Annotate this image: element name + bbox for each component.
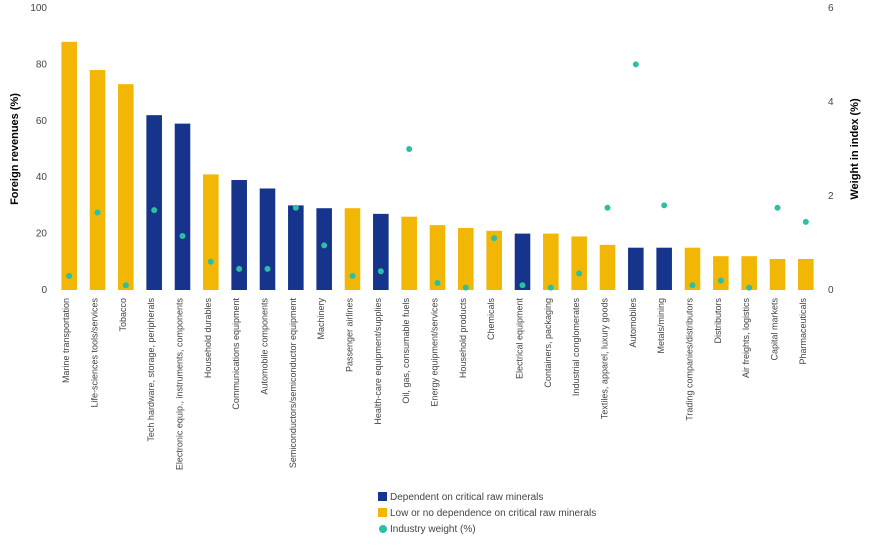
bar-low_dependence xyxy=(543,234,559,290)
legend-dot xyxy=(379,525,387,533)
y-left-tick: 20 xyxy=(36,229,48,240)
legend-swatch xyxy=(378,492,387,501)
x-category-label: Tech hardware, storage, peripherals xyxy=(146,298,156,442)
x-category-label: Electrical equipment xyxy=(515,298,525,380)
x-category-label: Textiles, apparel, luxury goods xyxy=(600,298,610,420)
y-left-tick: 40 xyxy=(36,172,48,183)
bar-dependent xyxy=(231,180,247,290)
y-left-axis-label: Foreign revenues (%) xyxy=(9,93,21,205)
x-category-label: Health-care equipment/supplies xyxy=(373,298,383,425)
weight-dot xyxy=(746,285,752,291)
bar-dependent xyxy=(628,248,644,290)
x-category-label: Communications equipment xyxy=(231,298,241,410)
bar-low_dependence xyxy=(798,259,814,290)
y-right-tick: 0 xyxy=(828,285,834,296)
y-left-tick: 80 xyxy=(36,59,48,70)
bar-low_dependence xyxy=(203,174,219,290)
weight-dot xyxy=(633,61,639,67)
weight-dot xyxy=(95,209,101,215)
x-category-label: Capital markets xyxy=(770,298,780,361)
x-category-label: Household products xyxy=(458,298,468,379)
weight-dot xyxy=(775,205,781,211)
bar-dependent xyxy=(288,205,304,290)
x-category-label: Distributors xyxy=(713,298,723,344)
weight-dot xyxy=(236,266,242,272)
x-category-label: Electronic equip., instruments, componen… xyxy=(175,298,185,471)
legend-swatch xyxy=(378,508,387,517)
x-category-label: Life-sciences tools/services xyxy=(90,298,100,408)
weight-dot xyxy=(265,266,271,272)
x-category-label: Tobacco xyxy=(118,298,128,332)
x-category-label: Containers, packaging xyxy=(543,298,553,388)
bar-low_dependence xyxy=(61,42,77,290)
y-left-tick: 60 xyxy=(36,116,48,127)
y-right-tick: 4 xyxy=(828,97,834,108)
x-category-label: Passenger airlines xyxy=(345,298,355,373)
x-category-label: Energy equipment/services xyxy=(430,298,440,407)
weight-dot xyxy=(605,205,611,211)
y-right-tick: 2 xyxy=(828,191,834,202)
bar-low_dependence xyxy=(770,259,786,290)
bar-dependent xyxy=(656,248,672,290)
legend-label: Dependent on critical raw minerals xyxy=(390,492,543,503)
bar-dependent xyxy=(146,115,162,290)
chart-container: 0 20 40 60 80 100 0 2 4 6 Foreign revenues (%) Weig… xyxy=(0,0,870,557)
chart-svg: 0 20 40 60 80 100 0 2 4 6 Foreign revenues (%) Weig… xyxy=(0,0,870,557)
bar-dependent xyxy=(175,124,191,290)
weight-dot xyxy=(66,273,72,279)
y-right-axis-label: Weight in index (%) xyxy=(849,98,861,200)
weight-dot xyxy=(435,280,441,286)
weight-dot xyxy=(690,282,696,288)
weight-dot xyxy=(123,282,129,288)
weight-dot xyxy=(803,219,809,225)
weight-dot xyxy=(491,235,497,241)
weight-dot xyxy=(378,268,384,274)
x-category-label: Pharmaceuticals xyxy=(798,298,808,365)
bar-dependent xyxy=(260,188,276,290)
x-category-label: Trading companies/distributors xyxy=(685,298,695,421)
x-category-label: Household durables xyxy=(203,298,213,379)
weight-dot xyxy=(406,146,412,152)
bar-low_dependence xyxy=(458,228,474,290)
y-right-tick: 6 xyxy=(828,3,834,14)
y-left-tick: 0 xyxy=(41,285,47,296)
x-category-label: Semiconductors/semiconductor equipment xyxy=(288,298,298,469)
x-category-label: Automobile components xyxy=(260,298,270,395)
bar-dependent xyxy=(515,234,531,290)
bar-dependent xyxy=(373,214,389,290)
weight-dot xyxy=(463,285,469,291)
weight-dot xyxy=(293,205,299,211)
weight-dot xyxy=(350,273,356,279)
bar-dependent xyxy=(316,208,332,290)
bar-low_dependence xyxy=(571,236,587,290)
bar-low_dependence xyxy=(600,245,616,290)
legend-label: Industry weight (%) xyxy=(390,524,476,535)
bar-low_dependence xyxy=(401,217,417,290)
x-category-label: Air freights, logistics xyxy=(741,298,751,379)
weight-dot xyxy=(208,259,214,265)
legend-label: Low or no dependence on critical raw min… xyxy=(390,508,596,519)
weight-dot xyxy=(520,282,526,288)
weight-dot xyxy=(321,242,327,248)
x-category-label: Marine transportation xyxy=(61,298,71,383)
bar-low_dependence xyxy=(713,256,729,290)
bar-low_dependence xyxy=(90,70,106,290)
weight-dot xyxy=(151,207,157,213)
y-left-tick: 100 xyxy=(30,3,47,14)
x-category-label: Oil, gas, consumable fuels xyxy=(401,298,411,404)
weight-dot xyxy=(180,233,186,239)
weight-dot xyxy=(661,202,667,208)
x-category-label: Machinery xyxy=(316,298,326,340)
weight-dot xyxy=(548,285,554,291)
x-category-label: Automobiles xyxy=(628,298,638,348)
bar-low_dependence xyxy=(118,84,134,290)
x-category-label: Chemicals xyxy=(486,298,496,341)
weight-dot xyxy=(576,271,582,277)
weight-dot xyxy=(718,278,724,284)
x-category-label: Metals/mining xyxy=(656,298,666,354)
x-category-label: Industrial conglomerates xyxy=(571,298,581,397)
